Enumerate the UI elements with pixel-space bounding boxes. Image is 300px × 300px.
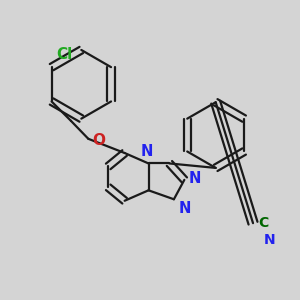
- Text: C: C: [258, 216, 268, 230]
- Text: O: O: [92, 133, 105, 148]
- Text: N: N: [189, 171, 201, 186]
- Text: N: N: [141, 144, 153, 159]
- Text: N: N: [178, 201, 191, 216]
- Text: N: N: [263, 233, 275, 247]
- Text: Cl: Cl: [56, 47, 72, 62]
